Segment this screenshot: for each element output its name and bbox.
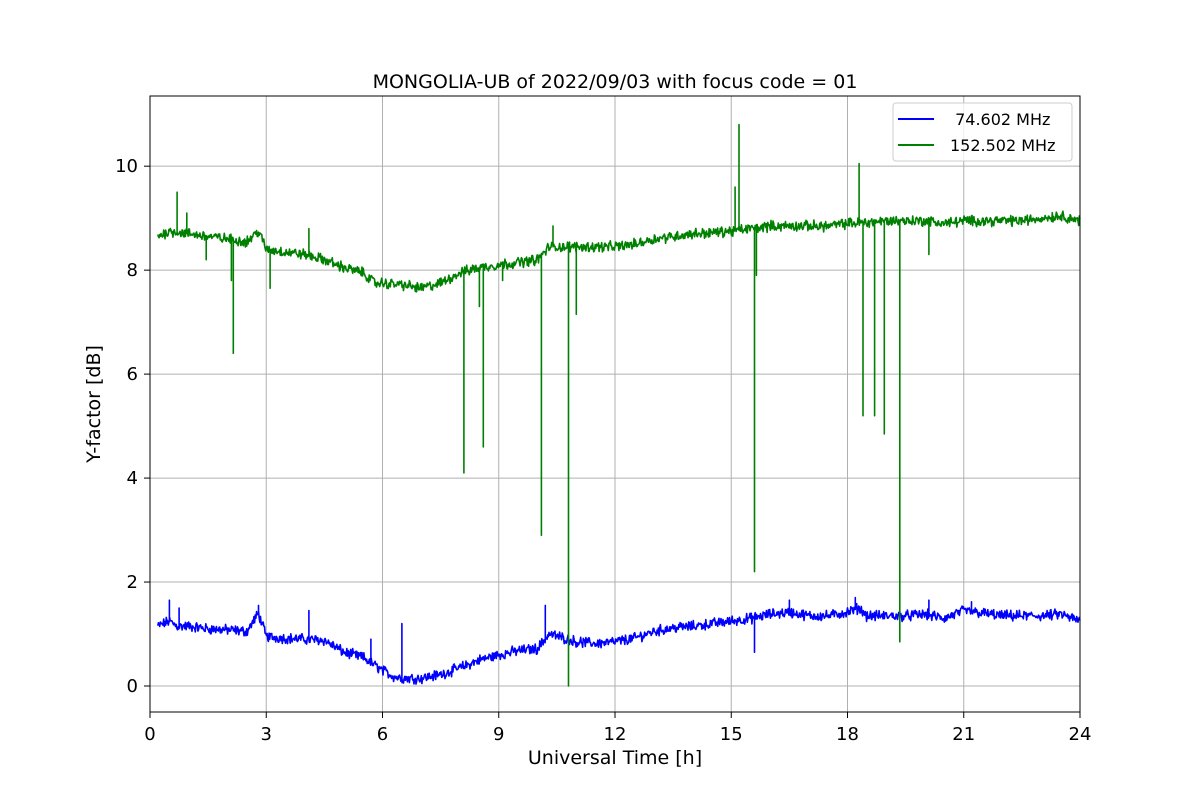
y-tick-label: 4 xyxy=(127,468,138,489)
legend-label-series-2: 152.502 MHz xyxy=(950,136,1055,155)
y-tick-label: 0 xyxy=(127,676,138,697)
x-tick-label: 18 xyxy=(836,724,859,745)
x-tick-label: 6 xyxy=(377,724,388,745)
chart-title: MONGOLIA-UB of 2022/09/03 with focus cod… xyxy=(373,71,858,93)
x-tick-label: 15 xyxy=(720,724,743,745)
series-line-2 xyxy=(157,123,1081,687)
x-tick-label: 0 xyxy=(144,724,155,745)
x-tick-label: 21 xyxy=(952,724,975,745)
x-tick-label: 12 xyxy=(604,724,627,745)
y-tick-label: 8 xyxy=(127,260,138,281)
x-tick-label: 3 xyxy=(261,724,272,745)
series-line-1 xyxy=(157,596,1081,685)
legend-box xyxy=(892,102,1073,162)
y-tick-label: 6 xyxy=(127,364,138,385)
legend-label-series-1: 74.602 MHz xyxy=(950,110,1050,129)
legend: 74.602 MHz 152.502 MHz xyxy=(892,102,1073,162)
x-tick-label: 9 xyxy=(493,724,504,745)
y-tick-label: 10 xyxy=(115,156,138,177)
series-layer xyxy=(157,123,1081,687)
y-axis-title: Y-factor [dB] xyxy=(83,345,105,464)
x-axis-title: Universal Time [h] xyxy=(528,747,702,769)
y-tick-label: 2 xyxy=(127,572,138,593)
x-tick-label: 24 xyxy=(1069,724,1092,745)
